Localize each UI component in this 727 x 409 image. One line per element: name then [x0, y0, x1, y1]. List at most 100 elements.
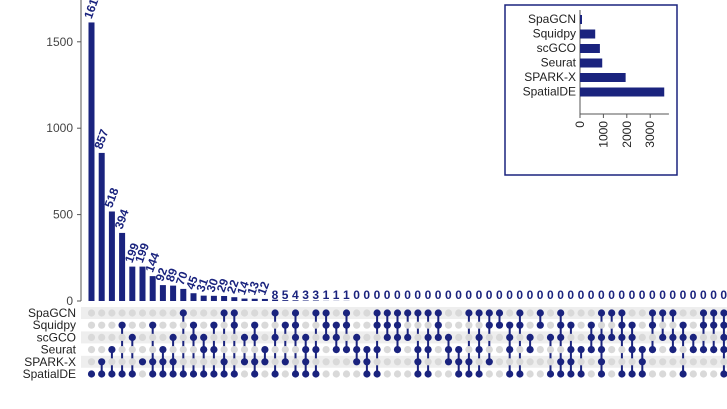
matrix-dot-active [506, 334, 513, 341]
matrix-dot-active [353, 358, 360, 365]
matrix-dot-active [567, 370, 574, 377]
intersection-bar [89, 22, 95, 301]
matrix-dot-inactive [159, 334, 166, 341]
matrix-dot-active [710, 346, 717, 353]
matrix-dot-inactive [496, 346, 503, 353]
matrix-dot-inactive [272, 358, 279, 365]
matrix-dot-inactive [384, 358, 391, 365]
intersection-bar-value: 0 [567, 288, 574, 302]
intersection-bar-value: 0 [598, 288, 605, 302]
matrix-dot-active [710, 309, 717, 316]
matrix-dot-inactive [435, 370, 442, 377]
matrix-dot-active [200, 334, 207, 341]
matrix-dot-inactive [139, 334, 146, 341]
matrix-dot-active [618, 334, 625, 341]
matrix-dot-active [435, 322, 442, 329]
matrix-dot-inactive [374, 334, 381, 341]
matrix-dot-active [363, 370, 370, 377]
matrix-dot-inactive [343, 358, 350, 365]
matrix-dot-inactive [231, 358, 238, 365]
matrix-dot-inactive [669, 370, 676, 377]
matrix-dot-inactive [700, 370, 707, 377]
matrix-dot-active [425, 309, 432, 316]
matrix-dot-inactive [292, 346, 299, 353]
matrix-dot-inactive [659, 346, 666, 353]
matrix-dot-active [251, 322, 258, 329]
matrix-dot-active [547, 370, 554, 377]
matrix-dot-inactive [384, 346, 391, 353]
intersection-bar-value: 0 [690, 288, 697, 302]
matrix-dot-inactive [618, 346, 625, 353]
matrix-dot-active [98, 358, 105, 365]
intersection-bar [211, 296, 217, 301]
matrix-dot-inactive [394, 358, 401, 365]
intersection-bar-value: 0 [414, 288, 421, 302]
matrix-dot-active [720, 346, 727, 353]
matrix-dot-active [506, 322, 513, 329]
matrix-dot-active [445, 346, 452, 353]
matrix-dot-active [720, 322, 727, 329]
intersection-bar [170, 286, 176, 301]
matrix-dot-inactive [394, 370, 401, 377]
intersection-bar-value: 3 [312, 288, 319, 302]
matrix-dot-active [476, 334, 483, 341]
matrix-dot-active [159, 358, 166, 365]
intersection-bar-value: 0 [527, 288, 534, 302]
matrix-dot-active [659, 334, 666, 341]
matrix-dot-active [261, 346, 268, 353]
intersection-bar-value: 0 [547, 288, 554, 302]
matrix-dot-inactive [710, 370, 717, 377]
matrix-dot-active [272, 309, 279, 316]
matrix-dot-inactive [588, 358, 595, 365]
matrix-dot-active [588, 322, 595, 329]
matrix-dot-inactive [537, 334, 544, 341]
matrix-dot-inactive [465, 334, 472, 341]
inset-category-label: SpaGCN [528, 12, 576, 26]
matrix-dot-inactive [557, 346, 564, 353]
intersection-bar [242, 299, 248, 301]
matrix-dot-active [333, 334, 340, 341]
matrix-dot-active [170, 334, 177, 341]
matrix-dot-active [680, 334, 687, 341]
matrix-dot-inactive [119, 334, 126, 341]
matrix-dot-active [476, 309, 483, 316]
matrix-dot-active [618, 370, 625, 377]
matrix-dot-inactive [588, 370, 595, 377]
matrix-dot-inactive [180, 322, 187, 329]
matrix-dot-inactive [272, 346, 279, 353]
matrix-dot-inactive [639, 309, 646, 316]
matrix-dot-inactive [547, 346, 554, 353]
matrix-dot-active [414, 346, 421, 353]
matrix-dot-inactive [608, 370, 615, 377]
matrix-dot-active [384, 334, 391, 341]
matrix-dot-active [180, 309, 187, 316]
matrix-dot-inactive [649, 358, 656, 365]
matrix-dot-active [343, 346, 350, 353]
matrix-dot-inactive [190, 309, 197, 316]
matrix-dot-active [241, 334, 248, 341]
matrix-dot-inactive [690, 309, 697, 316]
matrix-dot-inactive [680, 346, 687, 353]
intersection-bar-value: 0 [404, 288, 411, 302]
intersection-bar-value: 3 [302, 288, 309, 302]
intersection-bar-value: 0 [700, 288, 707, 302]
matrix-dot-active [506, 370, 513, 377]
set-size-inset: SpaGCNSquidpyscGCOSeuratSPARK-XSpatialDE… [505, 5, 677, 175]
matrix-dot-active [414, 358, 421, 365]
matrix-dot-inactive [241, 322, 248, 329]
intersection-bar-value: 0 [516, 288, 523, 302]
matrix-dot-active [465, 358, 472, 365]
matrix-dot-inactive [88, 309, 95, 316]
matrix-dot-inactive [88, 358, 95, 365]
intersection-bar-value: 0 [710, 288, 717, 302]
matrix-dot-active [343, 309, 350, 316]
matrix-dot-active [394, 322, 401, 329]
matrix-dot-active [588, 346, 595, 353]
matrix-dot-active [455, 346, 462, 353]
matrix-dot-active [700, 309, 707, 316]
inset-x-tick-label: 1000 [596, 121, 610, 148]
intersection-bar-value: 0 [384, 288, 391, 302]
matrix-dot-active [302, 346, 309, 353]
matrix-dot-inactive [333, 358, 340, 365]
